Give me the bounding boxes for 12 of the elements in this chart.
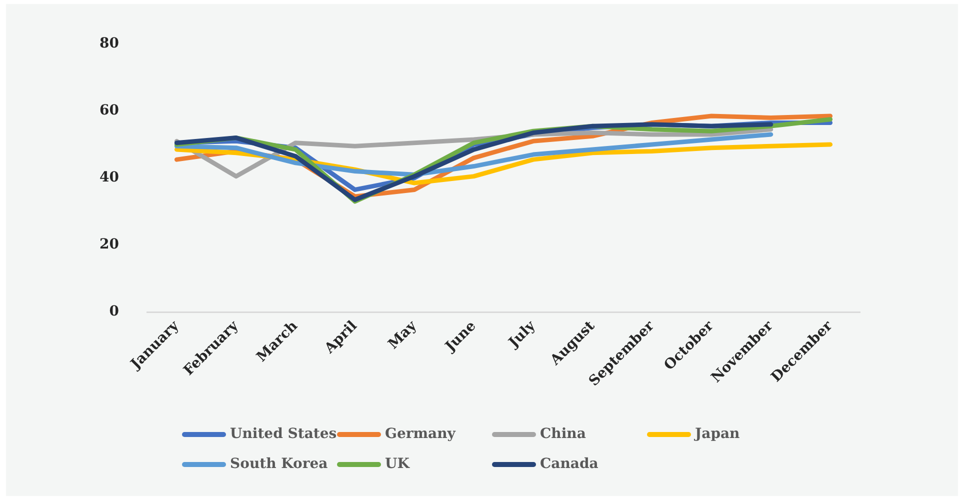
y-tick-label: 80 [100,36,120,52]
y-tick-label: 20 [100,236,120,253]
legend-label: UK [385,456,410,472]
y-tick-label: 40 [100,170,120,186]
legend-label: China [540,426,586,442]
legend-label: Canada [540,456,598,472]
legend-label: South Korea [230,456,328,472]
legend-label: Japan [695,426,740,442]
legend-label: United States [230,426,337,442]
y-tick-label: 60 [100,102,120,119]
legend-label: Germany [385,426,456,442]
y-tick-label: 0 [109,304,120,320]
